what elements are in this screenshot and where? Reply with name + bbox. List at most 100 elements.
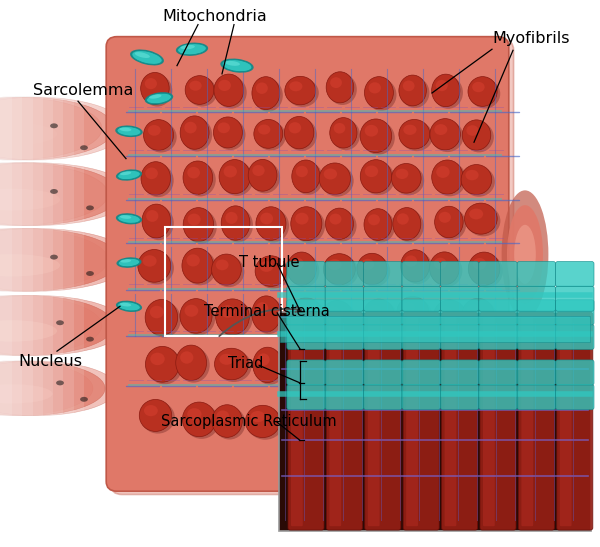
FancyBboxPatch shape bbox=[557, 312, 593, 530]
Ellipse shape bbox=[431, 121, 464, 152]
Bar bbox=[0, 55, 32, 465]
Ellipse shape bbox=[182, 118, 212, 152]
Ellipse shape bbox=[0, 361, 117, 416]
Ellipse shape bbox=[329, 348, 358, 384]
Ellipse shape bbox=[147, 348, 182, 385]
Ellipse shape bbox=[0, 361, 93, 416]
Ellipse shape bbox=[184, 251, 217, 285]
FancyBboxPatch shape bbox=[517, 261, 556, 287]
Ellipse shape bbox=[401, 121, 433, 151]
FancyBboxPatch shape bbox=[364, 385, 402, 410]
Ellipse shape bbox=[292, 209, 325, 243]
Ellipse shape bbox=[436, 208, 466, 240]
FancyBboxPatch shape bbox=[364, 286, 402, 311]
Ellipse shape bbox=[252, 296, 281, 332]
FancyBboxPatch shape bbox=[326, 312, 362, 530]
FancyBboxPatch shape bbox=[287, 300, 325, 325]
Ellipse shape bbox=[0, 295, 102, 356]
Ellipse shape bbox=[433, 77, 463, 109]
Ellipse shape bbox=[212, 254, 241, 285]
FancyBboxPatch shape bbox=[403, 312, 439, 530]
FancyBboxPatch shape bbox=[106, 37, 509, 491]
FancyBboxPatch shape bbox=[402, 385, 440, 410]
Ellipse shape bbox=[116, 301, 142, 312]
Ellipse shape bbox=[185, 163, 216, 196]
Ellipse shape bbox=[355, 401, 387, 438]
Ellipse shape bbox=[215, 348, 248, 380]
FancyBboxPatch shape bbox=[517, 324, 556, 350]
Ellipse shape bbox=[466, 205, 500, 236]
Ellipse shape bbox=[395, 210, 424, 242]
Ellipse shape bbox=[466, 125, 479, 136]
Ellipse shape bbox=[401, 77, 430, 108]
Ellipse shape bbox=[143, 164, 173, 197]
Ellipse shape bbox=[507, 205, 543, 304]
Ellipse shape bbox=[321, 165, 353, 196]
Ellipse shape bbox=[214, 407, 245, 440]
FancyBboxPatch shape bbox=[479, 286, 517, 311]
FancyBboxPatch shape bbox=[364, 300, 402, 325]
Ellipse shape bbox=[80, 145, 88, 150]
Ellipse shape bbox=[405, 255, 417, 267]
Ellipse shape bbox=[332, 120, 360, 150]
Ellipse shape bbox=[145, 300, 178, 335]
Ellipse shape bbox=[0, 97, 126, 160]
Ellipse shape bbox=[148, 125, 161, 136]
Ellipse shape bbox=[327, 210, 356, 242]
Ellipse shape bbox=[463, 167, 495, 197]
FancyBboxPatch shape bbox=[479, 261, 517, 287]
Ellipse shape bbox=[287, 403, 319, 439]
Ellipse shape bbox=[256, 302, 268, 315]
Ellipse shape bbox=[461, 165, 492, 195]
Ellipse shape bbox=[253, 298, 284, 334]
Ellipse shape bbox=[290, 298, 322, 329]
Ellipse shape bbox=[328, 74, 357, 105]
FancyBboxPatch shape bbox=[521, 316, 533, 526]
Ellipse shape bbox=[218, 80, 231, 91]
FancyBboxPatch shape bbox=[325, 385, 364, 410]
Ellipse shape bbox=[433, 300, 466, 334]
Ellipse shape bbox=[438, 306, 452, 318]
Ellipse shape bbox=[399, 119, 430, 149]
Text: Myofibrils: Myofibrils bbox=[492, 31, 569, 46]
Ellipse shape bbox=[332, 406, 346, 420]
Ellipse shape bbox=[257, 353, 269, 366]
Ellipse shape bbox=[247, 408, 283, 440]
Ellipse shape bbox=[362, 354, 376, 365]
Ellipse shape bbox=[328, 400, 358, 437]
Ellipse shape bbox=[393, 166, 424, 195]
Ellipse shape bbox=[140, 72, 169, 104]
Ellipse shape bbox=[463, 344, 493, 379]
Ellipse shape bbox=[144, 206, 174, 240]
Ellipse shape bbox=[464, 203, 497, 234]
Ellipse shape bbox=[116, 257, 142, 268]
Ellipse shape bbox=[50, 254, 58, 259]
Ellipse shape bbox=[225, 61, 240, 66]
Ellipse shape bbox=[436, 402, 470, 434]
Ellipse shape bbox=[403, 406, 416, 418]
FancyBboxPatch shape bbox=[288, 312, 324, 530]
FancyBboxPatch shape bbox=[287, 286, 325, 311]
Ellipse shape bbox=[56, 381, 64, 385]
Ellipse shape bbox=[248, 159, 277, 191]
Ellipse shape bbox=[430, 119, 460, 150]
Ellipse shape bbox=[289, 122, 301, 133]
Ellipse shape bbox=[176, 345, 206, 381]
Ellipse shape bbox=[325, 208, 353, 240]
FancyBboxPatch shape bbox=[325, 300, 364, 325]
Ellipse shape bbox=[289, 254, 319, 287]
Ellipse shape bbox=[214, 74, 244, 107]
Ellipse shape bbox=[182, 301, 215, 335]
Bar bbox=[0, 55, 22, 465]
FancyBboxPatch shape bbox=[517, 300, 556, 325]
Ellipse shape bbox=[117, 126, 141, 136]
Ellipse shape bbox=[399, 75, 427, 106]
Bar bbox=[0, 55, 43, 465]
Ellipse shape bbox=[120, 215, 131, 219]
Ellipse shape bbox=[368, 214, 380, 225]
Ellipse shape bbox=[431, 347, 463, 379]
Ellipse shape bbox=[292, 300, 326, 331]
Ellipse shape bbox=[469, 208, 483, 219]
Ellipse shape bbox=[142, 74, 172, 107]
FancyBboxPatch shape bbox=[556, 300, 594, 325]
